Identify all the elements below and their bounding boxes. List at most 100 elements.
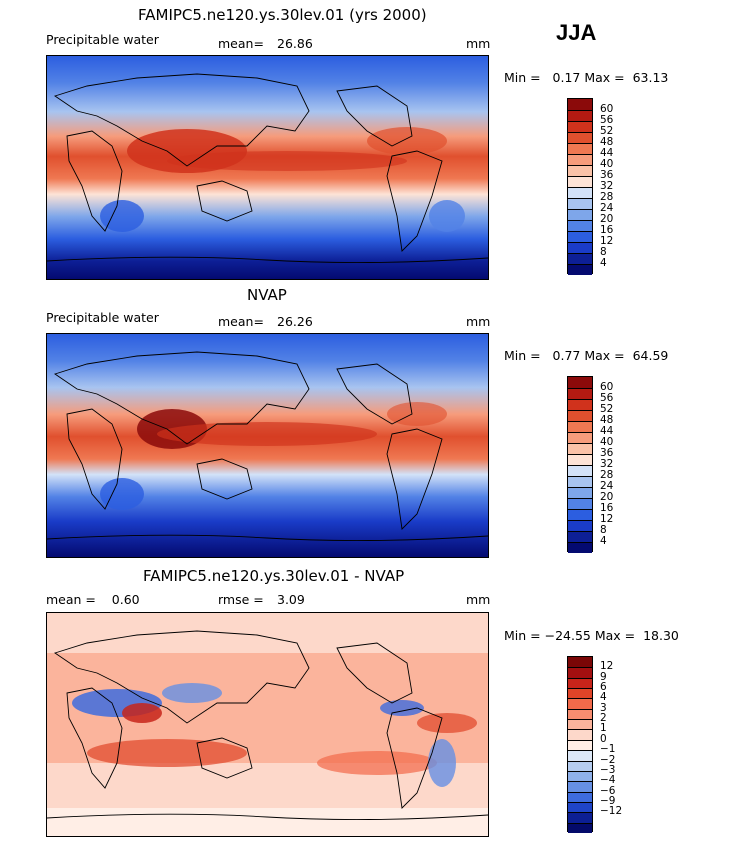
panel-2-map-svg: [47, 334, 488, 557]
panel-1-map-svg: [47, 56, 488, 279]
panel-2-colorbar: [567, 376, 593, 553]
season-label: JJA: [556, 20, 597, 45]
colorbar-label: 2: [600, 712, 607, 725]
panel-3-title: FAMIPC5.ne120.ys.30lev.01 - NVAP: [143, 567, 405, 585]
colorbar-swatch: [568, 410, 592, 421]
colorbar-label: 52: [600, 125, 614, 137]
colorbar-swatch: [568, 476, 592, 487]
colorbar-swatch: [568, 242, 592, 253]
panel-3-stat-label: rmse =: [218, 592, 264, 607]
colorbar-swatch: [568, 781, 592, 792]
colorbar-swatch: [568, 698, 592, 709]
colorbar-label: −4: [600, 774, 616, 787]
colorbar-label: 32: [600, 180, 614, 192]
colorbar-swatch: [568, 667, 592, 678]
colorbar-swatch: [568, 801, 592, 813]
panel-2-stat-value: 26.26: [277, 314, 313, 329]
colorbar-label: 12: [600, 235, 614, 247]
panel-2-unit: mm: [466, 314, 491, 329]
panel-3-map-svg: [47, 613, 488, 836]
colorbar-label: 4: [600, 257, 607, 269]
colorbar-swatch: [568, 520, 592, 531]
panel-3-stat-value: 3.09: [277, 592, 305, 607]
colorbar-swatch: [568, 187, 592, 198]
panel-3-colorbar: [567, 656, 593, 833]
colorbar-label: −3: [600, 763, 616, 776]
colorbar-label: 36: [600, 447, 614, 459]
colorbar-label: 4: [600, 535, 607, 547]
colorbar-swatch: [568, 487, 592, 498]
panel-1-map: [46, 55, 489, 280]
colorbar-swatch: [568, 688, 592, 699]
colorbar-label: 40: [600, 158, 614, 170]
colorbar-swatch: [568, 812, 592, 823]
colorbar-swatch: [568, 657, 592, 668]
panel-1-title: FAMIPC5.ne120.ys.30lev.01 (yrs 2000): [138, 6, 427, 24]
panel-2-title: NVAP: [247, 286, 287, 304]
colorbar-swatch: [568, 377, 592, 388]
panel-3-mean: mean = 0.60: [46, 592, 140, 607]
colorbar-swatch: [568, 154, 592, 165]
panel-3-unit: mm: [466, 592, 491, 607]
colorbar-swatch: [568, 432, 592, 443]
colorbar-label: 40: [600, 436, 614, 448]
colorbar-label: 24: [600, 480, 614, 492]
colorbar-swatch: [568, 443, 592, 454]
colorbar-label: 1: [600, 722, 607, 735]
colorbar-label: 28: [600, 469, 614, 481]
colorbar-swatch: [568, 531, 592, 542]
colorbar-swatch: [568, 209, 592, 220]
colorbar-label: −6: [600, 784, 616, 797]
colorbar-swatch: [568, 542, 592, 553]
colorbar-swatch: [568, 708, 592, 720]
colorbar-swatch: [568, 399, 592, 410]
colorbar-label: −12: [600, 805, 623, 818]
colorbar-swatch: [568, 454, 592, 465]
colorbar-label: −1: [600, 743, 616, 756]
colorbar-label: 8: [600, 246, 607, 258]
colorbar-label: 3: [600, 701, 607, 714]
colorbar-swatch: [568, 264, 592, 275]
colorbar-label: −2: [600, 753, 616, 766]
colorbar-label: 6: [600, 681, 607, 694]
colorbar-swatch: [568, 739, 592, 751]
colorbar-swatch: [568, 677, 592, 689]
colorbar-swatch: [568, 143, 592, 154]
colorbar-label: 16: [600, 502, 614, 514]
colorbar-swatch: [568, 176, 592, 187]
panel-1-unit: mm: [466, 36, 491, 51]
colorbar-swatch: [568, 99, 592, 110]
colorbar-label: 20: [600, 213, 614, 225]
panel-1-stat-value: 26.86: [277, 36, 313, 51]
colorbar-swatch: [568, 465, 592, 476]
colorbar-label: 60: [600, 381, 614, 393]
colorbar-swatch: [568, 750, 592, 761]
panel-1-variable: Precipitable water: [46, 32, 159, 47]
colorbar-swatch: [568, 729, 592, 740]
colorbar-swatch: [568, 509, 592, 520]
panel-1-stat-label: mean=: [218, 36, 264, 51]
colorbar-swatch: [568, 198, 592, 209]
colorbar-label: 20: [600, 491, 614, 503]
colorbar-label: 36: [600, 169, 614, 181]
colorbar-label: 56: [600, 392, 614, 404]
colorbar-label: 44: [600, 425, 614, 437]
colorbar-label: 12: [600, 660, 614, 673]
colorbar-label: 32: [600, 458, 614, 470]
colorbar-swatch: [568, 253, 592, 264]
panel-1-minmax: Min = 0.17 Max = 63.13: [504, 70, 669, 85]
colorbar-swatch: [568, 760, 592, 771]
colorbar-label: 12: [600, 513, 614, 525]
colorbar-swatch: [568, 132, 592, 143]
colorbar-label: 48: [600, 414, 614, 426]
panel-3-map: [46, 612, 489, 837]
colorbar-label: 8: [600, 524, 607, 536]
colorbar-swatch: [568, 388, 592, 399]
colorbar-swatch: [568, 165, 592, 176]
panel-2-stat-label: mean=: [218, 314, 264, 329]
colorbar-swatch: [568, 770, 592, 782]
colorbar-label: 52: [600, 403, 614, 415]
colorbar-swatch: [568, 220, 592, 231]
colorbar-label: 60: [600, 103, 614, 115]
colorbar-swatch: [568, 822, 592, 833]
